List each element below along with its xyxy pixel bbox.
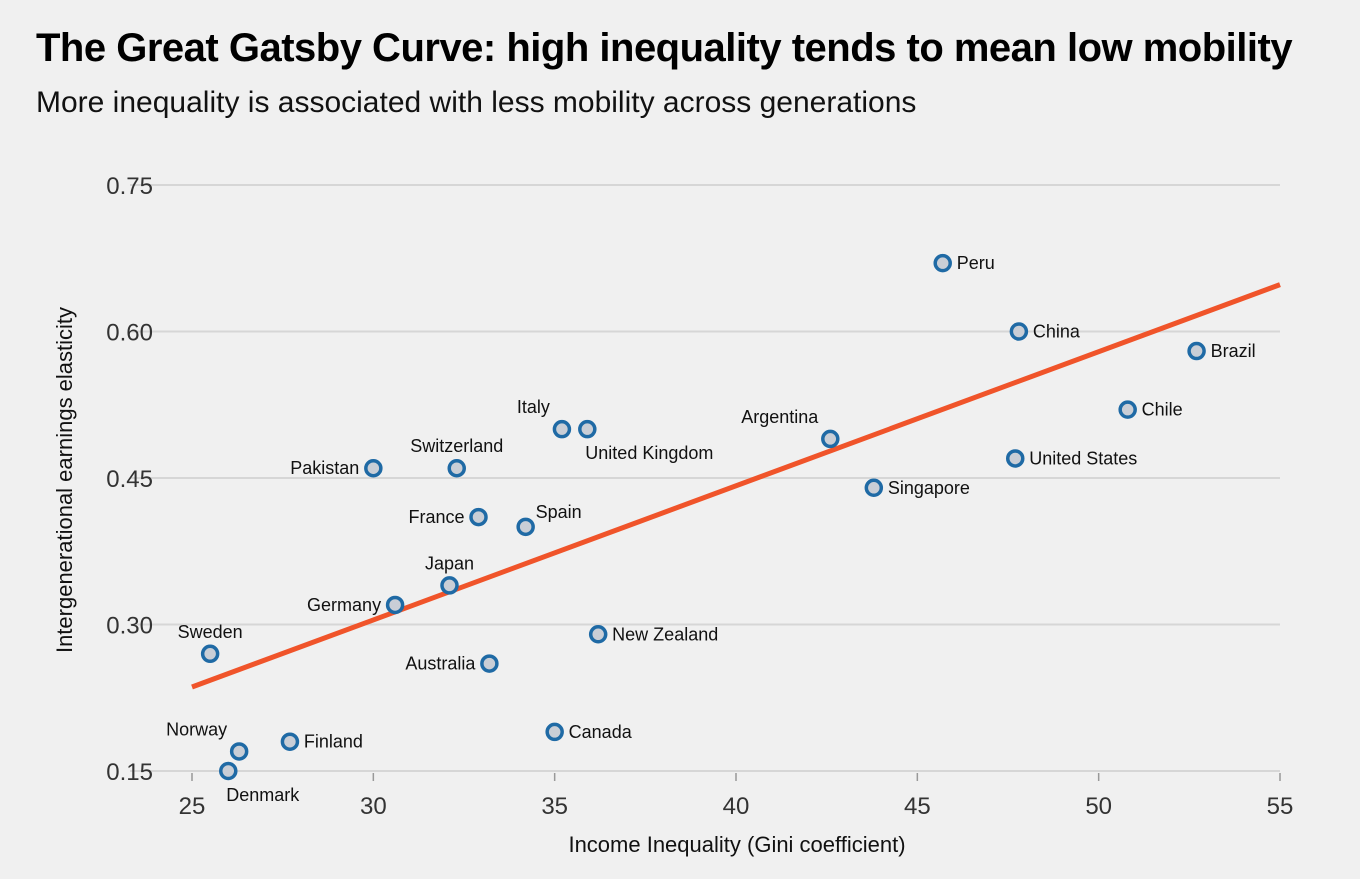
data-point: [200, 644, 220, 664]
axis-ticks: 0.15 0.30 0.45 0.60 0.75 25 30 35 40 45 50 55: [106, 173, 1293, 820]
data-point: [469, 507, 488, 527]
point-label: Japan: [425, 553, 474, 573]
data-point: [447, 458, 466, 478]
point-label: Denmark: [226, 785, 300, 805]
data-point: [280, 732, 300, 751]
data-point: [385, 595, 405, 615]
point-label: Canada: [569, 722, 633, 742]
x-tick-label: 45: [904, 793, 931, 820]
point-label: United States: [1029, 448, 1137, 468]
grid-lines: [130, 184, 1280, 772]
data-point: [552, 419, 572, 439]
point-label: Singapore: [888, 478, 970, 498]
x-tick-label: 30: [360, 793, 387, 820]
point-label: Norway: [166, 719, 227, 739]
x-tick-label: 25: [179, 793, 206, 820]
data-point: [864, 478, 884, 498]
point-label: Pakistan: [290, 458, 359, 478]
trend-line: [191, 282, 1281, 690]
data-point: [1187, 341, 1206, 361]
data-point: [1006, 449, 1025, 468]
chart-subtitle: More inequality is associated with less …: [36, 86, 917, 119]
data-point: [933, 253, 952, 273]
point-label: United Kingdom: [585, 443, 713, 463]
y-tick-label: 0.45: [106, 466, 153, 493]
data-point: [1118, 400, 1137, 419]
data-point: [545, 722, 564, 742]
point-labels: Peru China Brazil Chile United States Argenti…: [166, 253, 1255, 805]
data-point: [440, 576, 459, 595]
data-point: [588, 625, 608, 644]
y-axis-title: Intergenerational earnings elasticity: [52, 307, 77, 653]
data-point: [578, 419, 597, 439]
data-point: [219, 761, 238, 781]
y-tick-label: 0.15: [106, 759, 153, 786]
data-point: [516, 517, 535, 537]
x-tick-label: 55: [1267, 793, 1294, 820]
point-label: Italy: [517, 397, 550, 417]
point-label: Chile: [1142, 400, 1183, 420]
x-tick-label: 50: [1085, 793, 1112, 820]
point-label: Australia: [405, 654, 476, 674]
y-tick-label: 0.30: [106, 613, 153, 640]
data-point: [229, 742, 249, 761]
point-label: Spain: [536, 502, 582, 522]
data-point: [1009, 322, 1029, 341]
point-label: Switzerland: [410, 436, 503, 456]
data-points: [200, 253, 1206, 781]
chart-title: The Great Gatsby Curve: high inequality …: [36, 26, 1293, 70]
x-axis-title: Income Inequality (Gini coefficient): [568, 832, 905, 857]
point-label: Finland: [304, 732, 363, 752]
y-tick-label: 0.75: [106, 173, 153, 200]
data-point: [364, 458, 383, 478]
y-tick-label: 0.60: [106, 320, 153, 347]
data-point: [480, 654, 499, 673]
data-point: [821, 429, 840, 449]
point-label: Germany: [307, 595, 381, 615]
point-label: Argentina: [741, 407, 819, 427]
point-label: Brazil: [1211, 341, 1256, 361]
x-tick-label: 35: [541, 793, 568, 820]
point-label: France: [408, 507, 464, 527]
point-label: New Zealand: [612, 624, 718, 644]
point-label: Peru: [957, 253, 995, 273]
point-label: Sweden: [178, 622, 243, 642]
x-tick-label: 40: [723, 793, 750, 820]
point-label: China: [1033, 322, 1081, 342]
